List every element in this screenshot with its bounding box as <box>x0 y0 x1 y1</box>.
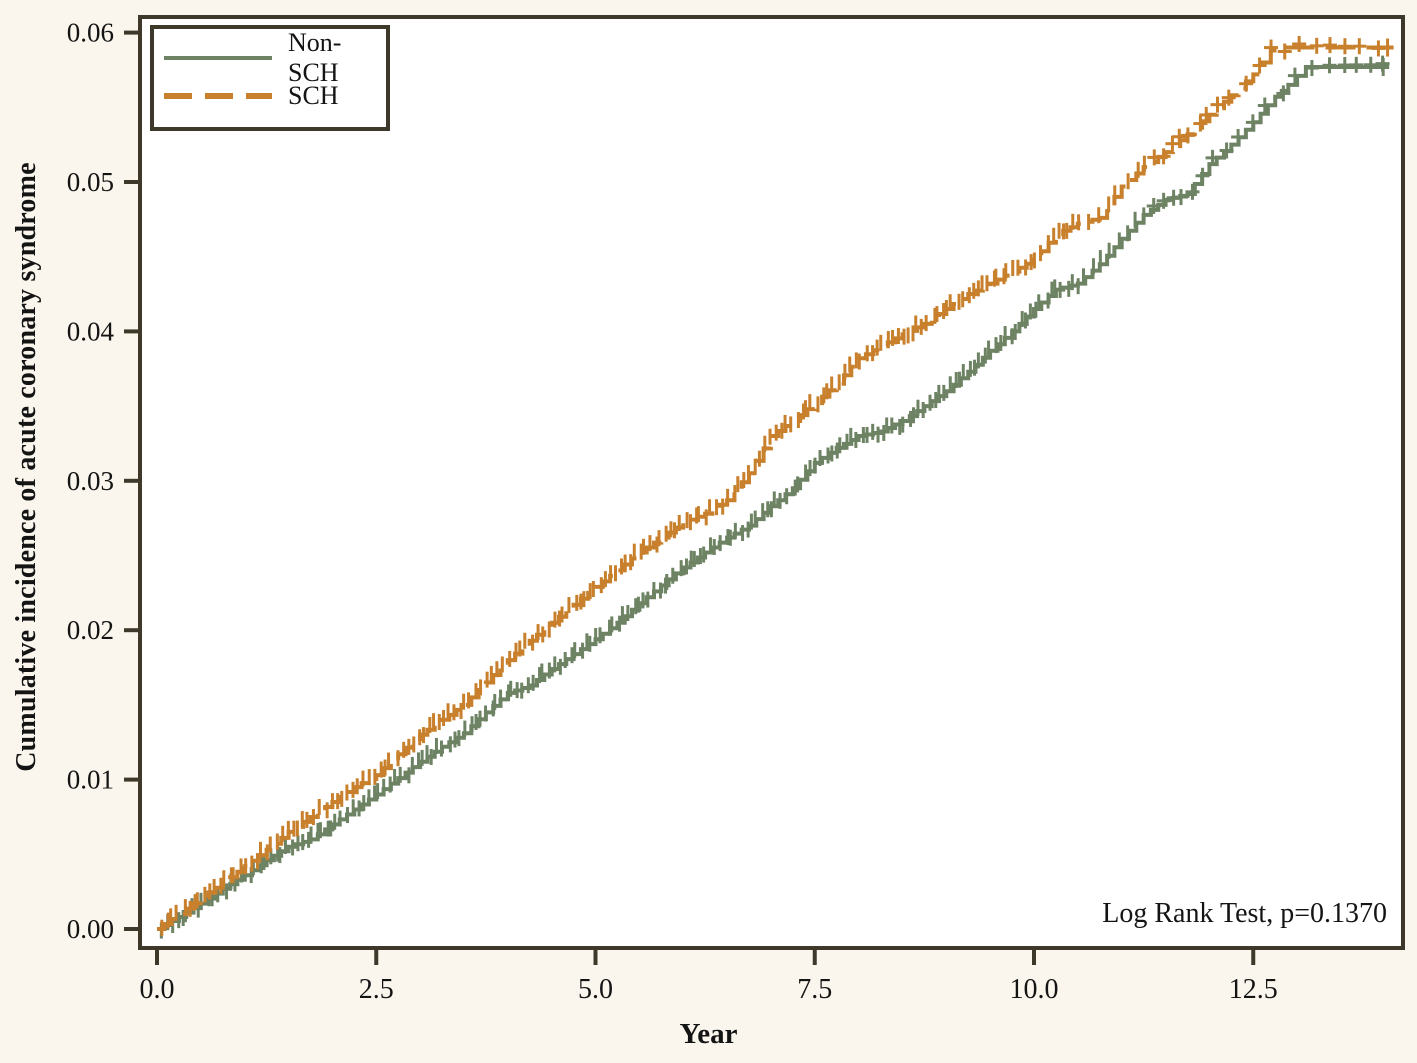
y-tick-label: 0.06 <box>67 18 114 48</box>
sch-line-sample-icon <box>164 93 272 99</box>
legend-label-sch: SCH <box>288 81 339 110</box>
y-tick-label: 0.04 <box>67 316 115 346</box>
y-tick-label: 0.05 <box>67 167 114 197</box>
legend-label-non-sch: Non-SCH <box>288 28 342 87</box>
censor-marks-non-sch <box>159 55 1390 939</box>
x-axis-title: Year <box>679 1018 738 1050</box>
non-sch-line-sample-icon <box>164 56 272 60</box>
log-rank-annotation: Log Rank Test, p=0.1370 <box>1102 898 1387 929</box>
x-tick-label: 12.5 <box>1229 974 1278 1005</box>
x-tick-label: 7.5 <box>797 974 832 1005</box>
y-tick-label: 0.02 <box>67 615 114 645</box>
y-axis-title: Cumulative incidence of acute coronary s… <box>11 162 42 772</box>
legend-item-non-sch: Non-SCH <box>164 28 372 87</box>
curves-layer <box>157 35 1394 939</box>
x-tick-label: 0.0 <box>140 974 175 1005</box>
legend-item-sch: SCH <box>164 77 372 115</box>
x-tick-label: 5.0 <box>578 974 613 1005</box>
x-tick-label: 2.5 <box>359 974 394 1005</box>
y-tick-label: 0.01 <box>67 765 114 795</box>
censor-marks-sch <box>160 35 1390 936</box>
legend-box: Non-SCH SCH <box>150 25 390 131</box>
y-tick-label: 0.00 <box>67 914 114 944</box>
y-tick-label: 0.03 <box>67 466 114 496</box>
x-tick-label: 10.0 <box>1010 974 1059 1005</box>
